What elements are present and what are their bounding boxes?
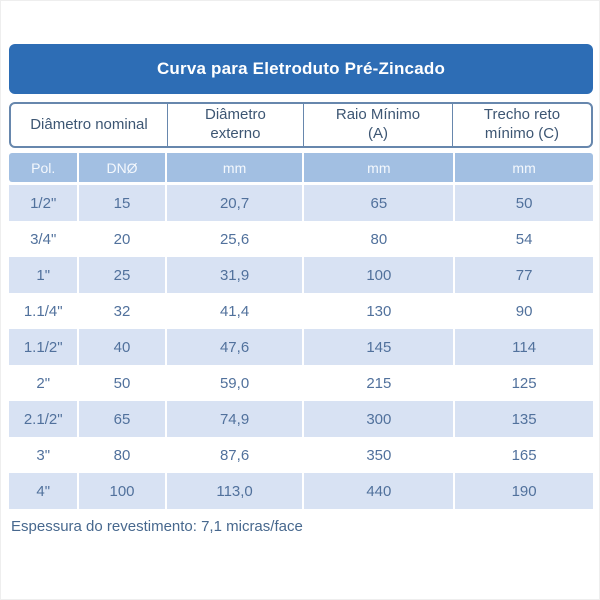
table-cell: 1.1/2": [9, 329, 78, 365]
table-cell: 25,6: [166, 221, 303, 257]
table-title-bar: Curva para Eletroduto Pré-Zincado: [9, 44, 593, 94]
table-cell: 20,7: [166, 185, 303, 221]
spec-table: Curva para Eletroduto Pré-Zincado Diâmet…: [9, 44, 593, 535]
table-cell: 74,9: [166, 401, 303, 437]
table-cell: 59,0: [166, 365, 303, 401]
table-row: 2.1/2" 65 74,9 300 135: [9, 401, 593, 437]
coating-thickness-note: Espessura do revestimento: 7,1 micras/fa…: [11, 518, 303, 535]
table-cell: 31,9: [166, 257, 303, 293]
table-cell: 165: [455, 437, 593, 473]
table-row: 2" 50 59,0 215 125: [9, 365, 593, 401]
table-row: 1" 25 31,9 100 77: [9, 257, 593, 293]
group-header-trecho-reto: Trecho reto mínimo (C): [451, 104, 591, 146]
table-cell: 145: [304, 329, 454, 365]
table-row: 4" 100 113,0 440 190: [9, 473, 593, 509]
table-cell: 3": [9, 437, 78, 473]
table-cell: 190: [455, 473, 593, 509]
table-cell: 41,4: [166, 293, 303, 329]
table-row: 1.1/2" 40 47,6 145 114: [9, 329, 593, 365]
table-cell: 40: [79, 329, 165, 365]
table-cell: 54: [455, 221, 593, 257]
table-cell: 113,0: [166, 473, 303, 509]
table-cell: 65: [79, 401, 165, 437]
table-cell: 32: [79, 293, 165, 329]
table-cell: 47,6: [166, 329, 303, 365]
table-cell: 300: [304, 401, 454, 437]
group-header-raio-minimo: Raio Mínimo (A): [302, 104, 452, 146]
table-cell: 130: [304, 293, 454, 329]
table-cell: 80: [304, 221, 454, 257]
table-cell: 65: [304, 185, 454, 221]
unit-header-row: Pol. DNØ mm mm mm: [9, 153, 593, 182]
table-cell: 135: [455, 401, 593, 437]
table-row: 3/4" 20 25,6 80 54: [9, 221, 593, 257]
table-cell: 3/4": [9, 221, 78, 257]
table-cell: 350: [304, 437, 454, 473]
group-header-diametro-externo: Diâmetro externo: [166, 104, 303, 146]
unit-header-mm-externo: mm: [166, 153, 303, 182]
table-cell: 1.1/4": [9, 293, 78, 329]
table-row: 1.1/4" 32 41,4 130 90: [9, 293, 593, 329]
unit-header-mm-trecho: mm: [455, 153, 593, 182]
table-cell: 1/2": [9, 185, 78, 221]
group-header-diametro-nominal: Diâmetro nominal: [30, 115, 148, 133]
table-cell: 20: [79, 221, 165, 257]
table-cell: 50: [79, 365, 165, 401]
table-cell: 80: [79, 437, 165, 473]
table-cell: 1": [9, 257, 78, 293]
table-row: 3" 80 87,6 350 165: [9, 437, 593, 473]
table-cell: 2.1/2": [9, 401, 78, 437]
table-cell: 90: [455, 293, 593, 329]
table-row: 1/2" 15 20,7 65 50: [9, 185, 593, 221]
unit-header-mm-raio: mm: [304, 153, 454, 182]
table-cell: 50: [455, 185, 593, 221]
group-header-row: Diâmetro nominal Diâmetro externo Raio M…: [9, 102, 593, 148]
table-cell: 125: [455, 365, 593, 401]
table-cell: 215: [304, 365, 454, 401]
table-cell: 15: [79, 185, 165, 221]
table-cell: 114: [455, 329, 593, 365]
table-cell: 87,6: [166, 437, 303, 473]
table-cell: 77: [455, 257, 593, 293]
table-title: Curva para Eletroduto Pré-Zincado: [156, 59, 446, 78]
table-cell: 2": [9, 365, 78, 401]
table-cell: 440: [304, 473, 454, 509]
unit-header-pol: Pol.: [9, 153, 78, 182]
table-cell: 25: [79, 257, 165, 293]
unit-header-dn: DNØ: [79, 153, 165, 182]
table-cell: 4": [9, 473, 78, 509]
table-cell: 100: [79, 473, 165, 509]
table-cell: 100: [304, 257, 454, 293]
